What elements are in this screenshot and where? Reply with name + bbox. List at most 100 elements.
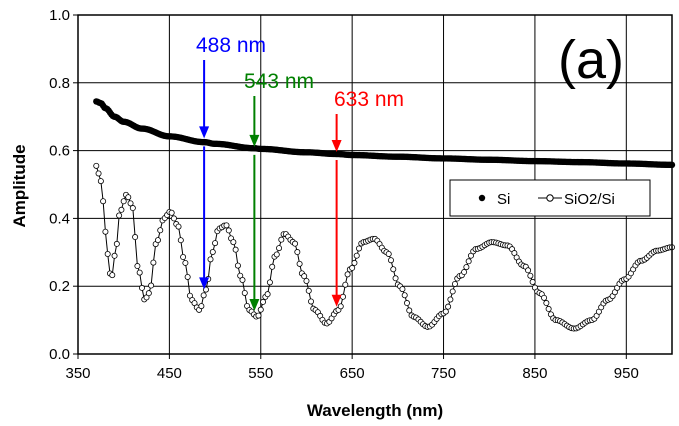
sio2-si-point xyxy=(232,246,239,253)
sio2-si-point xyxy=(113,240,120,247)
sio2-si-point xyxy=(308,298,315,305)
sio2-si-point xyxy=(223,222,230,229)
sio2-si-point xyxy=(342,281,349,288)
sio2-si-point xyxy=(145,290,152,297)
sio2-si-point xyxy=(406,307,413,314)
sio2-si-point xyxy=(305,287,312,294)
sio2-si-point xyxy=(447,296,454,303)
legend: Si SiO2/Si xyxy=(449,179,651,217)
annotations: 488 nm 543 nm 633 nm xyxy=(196,34,404,312)
sio2-si-point xyxy=(445,303,452,310)
sio2-si-point xyxy=(95,170,102,177)
sio2-si-point xyxy=(207,256,214,263)
series-si xyxy=(93,98,676,169)
y-tick-label: 0.2 xyxy=(49,278,70,295)
sio2-si-point xyxy=(525,267,532,274)
sio2-si-point xyxy=(182,259,189,266)
sio2-si-point xyxy=(212,240,219,247)
sio2-si-point xyxy=(465,258,472,265)
annotation-arrowhead-upper xyxy=(331,139,342,152)
sio2-si-point xyxy=(303,277,310,284)
annotation-633-nm: 633 nm xyxy=(331,88,404,307)
sio2-si-point xyxy=(180,254,187,261)
sio2-si-point xyxy=(543,300,550,307)
sio2-si-point xyxy=(399,286,406,293)
sio2-si-point xyxy=(385,250,392,257)
sio2-si-point xyxy=(177,237,184,244)
legend-sio2-marker xyxy=(546,194,554,202)
sio2-si-point xyxy=(344,271,351,278)
sio2-si-point xyxy=(545,305,552,312)
sio2-si-point xyxy=(451,280,458,287)
sio2-si-point xyxy=(175,223,182,230)
panel-label: (a) xyxy=(558,30,624,90)
sio2-si-point xyxy=(356,245,363,252)
sio2-si-point xyxy=(387,257,394,264)
sio2-si-point xyxy=(278,236,285,243)
sio2-si-point xyxy=(294,249,301,256)
sio2-si-point xyxy=(127,200,134,207)
y-tick-label: 0.0 xyxy=(49,346,70,363)
annotation-arrowhead-lower xyxy=(331,294,342,307)
sio2-si-point xyxy=(269,263,276,270)
sio2-si-point xyxy=(102,228,109,235)
sio2-si-point xyxy=(132,234,139,241)
x-tick-label: 550 xyxy=(248,365,273,382)
sio2-si-point xyxy=(100,198,107,205)
sio2-si-point xyxy=(241,289,248,296)
y-tick-label: 0.6 xyxy=(49,143,70,160)
sio2-si-point xyxy=(230,239,237,246)
x-tick-label: 450 xyxy=(157,365,182,382)
sio2-si-point xyxy=(292,240,299,247)
annotation-488-nm: 488 nm xyxy=(196,34,266,290)
sio2-si-point xyxy=(461,269,468,276)
sio2-si-point xyxy=(136,269,143,276)
x-axis-title: Wavelength (nm) xyxy=(307,401,443,420)
sio2-si-point xyxy=(198,303,205,310)
sio2-si-point xyxy=(264,291,271,298)
sio2-si-point xyxy=(260,298,267,305)
sio2-si-point xyxy=(120,198,127,205)
sio2-si-point xyxy=(157,227,164,234)
annotation-543-nm: 543 nm xyxy=(244,70,314,312)
sio2-si-point xyxy=(104,250,111,257)
sio2-si-point xyxy=(449,288,456,295)
sio2-si-point xyxy=(225,227,232,234)
x-tick-label: 950 xyxy=(614,365,639,382)
sio2-si-point xyxy=(150,259,157,266)
sio2-si-point xyxy=(184,273,191,280)
series-layer xyxy=(93,98,676,332)
sio2-si-point xyxy=(276,245,283,252)
plot-frame xyxy=(77,14,673,355)
sio2-si-point xyxy=(257,306,264,313)
sio2-si-point xyxy=(401,292,408,299)
x-tick-label: 350 xyxy=(65,365,90,382)
legend-si-label: Si xyxy=(497,191,510,208)
sio2-si-point xyxy=(403,300,410,307)
sio2-si-point xyxy=(273,251,280,258)
legend-sio2-label: SiO2/Si xyxy=(564,191,615,208)
sio2-si-point xyxy=(170,215,177,222)
y-tick-label: 1.0 xyxy=(49,7,70,24)
x-tick-label: 650 xyxy=(340,365,365,382)
x-tick-label: 750 xyxy=(431,365,456,382)
sio2-si-point xyxy=(529,278,536,285)
sio2-si-point xyxy=(116,212,123,219)
sio2-si-point xyxy=(351,259,358,266)
sio2-si-point xyxy=(118,206,125,213)
sio2-si-point xyxy=(296,260,303,267)
sio2-si-point xyxy=(337,303,344,310)
annotation-label: 488 nm xyxy=(196,34,266,57)
sio2-si-point xyxy=(392,275,399,282)
axes: 350 450 550 650 750 850 950 0.0 0.2 0.4 0.6 0.8 1.0 xyxy=(49,7,639,382)
sio2-si-point xyxy=(349,264,356,271)
annotation-arrowhead-lower xyxy=(249,299,260,312)
annotation-arrowhead-upper xyxy=(199,126,210,139)
sio2-si-point xyxy=(93,162,100,169)
sio2-si-point xyxy=(97,178,104,185)
annotation-arrowhead-lower xyxy=(199,277,210,290)
x-tick-label: 850 xyxy=(522,365,547,382)
sio2-si-point xyxy=(266,279,273,286)
annotation-label: 633 nm xyxy=(334,88,404,111)
sio2-si-point xyxy=(541,294,548,301)
